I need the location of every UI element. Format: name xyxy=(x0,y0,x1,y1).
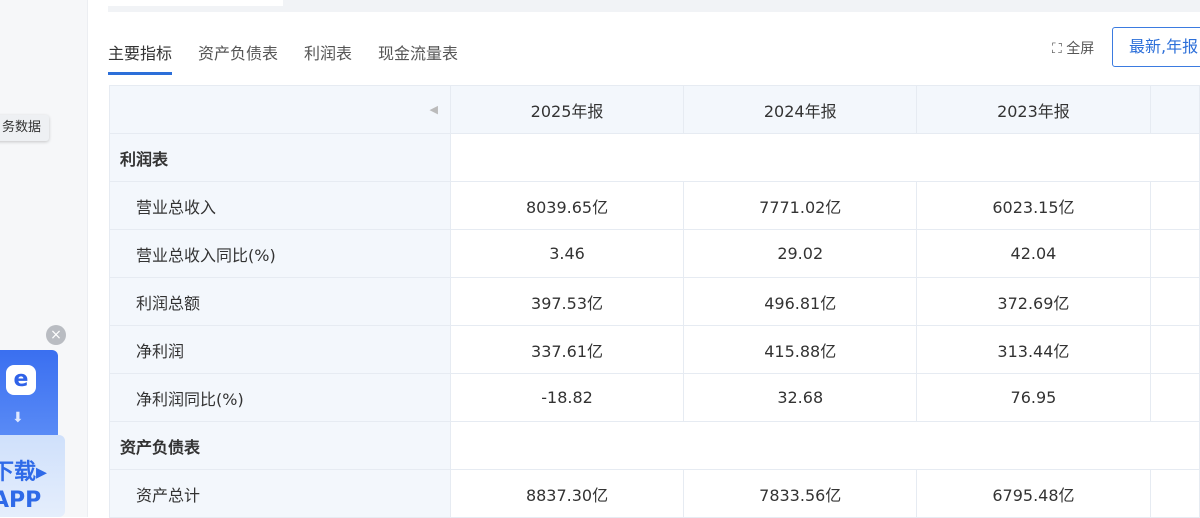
cell-value: 32.68 xyxy=(683,373,918,422)
cell-value xyxy=(1149,469,1200,518)
cell-value: -18.82 xyxy=(449,373,685,422)
cell-value: 415.88亿 xyxy=(683,325,918,374)
cell-value: 337.61亿 xyxy=(449,325,685,374)
table-header: ◀ 2025年报 2024年报 2023年报 xyxy=(109,85,1200,134)
section-label: 资产负债表 xyxy=(109,421,451,470)
cell-value: 29.02 xyxy=(683,229,918,278)
close-icon[interactable]: × xyxy=(46,325,66,345)
section-label: 利润表 xyxy=(109,133,451,182)
table-row: 营业总收入同比(%) 3.46 29.02 42.04 xyxy=(109,229,1200,278)
row-label: 净利润 xyxy=(109,325,451,374)
cell-value: 8039.65亿 xyxy=(449,181,685,230)
financial-table: ◀ 2025年报 2024年报 2023年报 利润表 营业总收入 8039.65亿 7771.… xyxy=(109,85,1200,518)
app-logo-icon: e xyxy=(6,365,36,395)
cell-value: 313.44亿 xyxy=(916,325,1151,374)
column-header: 2025年报 xyxy=(449,85,685,134)
column-header: 2023年报 xyxy=(916,85,1151,134)
collapse-icon[interactable]: ◀ xyxy=(109,85,451,134)
cell-value xyxy=(1149,181,1200,230)
tab-income-statement[interactable]: 利润表 xyxy=(304,44,353,63)
top-strip xyxy=(108,0,1200,12)
download-icon: ⬇ xyxy=(12,410,24,426)
download-label: 下载▸ xyxy=(0,460,48,485)
cell-value: 6023.15亿 xyxy=(916,181,1151,230)
cell-value xyxy=(1149,325,1200,374)
fullscreen-button[interactable]: ⛶ 全屏 xyxy=(1052,38,1094,58)
table-row: 资产总计 8837.30亿 7833.56亿 6795.48亿 xyxy=(109,469,1200,518)
tooltip: 务数据 xyxy=(0,115,50,141)
cell-value: 372.69亿 xyxy=(916,277,1151,326)
tab-cash-flow[interactable]: 现金流量表 xyxy=(378,44,459,63)
cell-value: 7833.56亿 xyxy=(683,469,918,518)
section-fill xyxy=(449,421,1200,470)
row-label: 净利润同比(%) xyxy=(109,373,451,422)
cell-value: 496.81亿 xyxy=(683,277,918,326)
section-row: 利润表 xyxy=(109,133,1200,182)
left-sidebar: 务数据 × e ⬇ 下载▸ APP xyxy=(0,0,88,517)
period-select[interactable]: 最新,年报 xyxy=(1112,27,1200,67)
cell-value: 42.04 xyxy=(916,229,1151,278)
table-row: 营业总收入 8039.65亿 7771.02亿 6023.15亿 xyxy=(109,181,1200,230)
section-row: 资产负债表 xyxy=(109,421,1200,470)
table-row: 净利润 337.61亿 415.88亿 313.44亿 xyxy=(109,325,1200,374)
cell-value xyxy=(1149,229,1200,278)
tab-balance-sheet[interactable]: 资产负债表 xyxy=(198,44,279,63)
column-header: 2024年报 xyxy=(683,85,918,134)
cell-value xyxy=(1149,277,1200,326)
tabs: 主要指标 资产负债表 利润表 现金流量表 xyxy=(108,40,458,75)
row-label: 营业总收入 xyxy=(109,181,451,230)
fullscreen-icon: ⛶ xyxy=(1052,41,1062,57)
app-download-banner[interactable]: e ⬇ xyxy=(0,350,58,440)
cell-value: 3.46 xyxy=(449,229,685,278)
fullscreen-label: 全屏 xyxy=(1066,41,1095,57)
table-row: 利润总额 397.53亿 496.81亿 372.69亿 xyxy=(109,277,1200,326)
cell-value xyxy=(1149,373,1200,422)
cell-value: 8837.30亿 xyxy=(449,469,685,518)
cell-value: 76.95 xyxy=(916,373,1151,422)
row-label: 资产总计 xyxy=(109,469,451,518)
column-header xyxy=(1149,85,1200,134)
row-label: 营业总收入同比(%) xyxy=(109,229,451,278)
table-row: 净利润同比(%) -18.82 32.68 76.95 xyxy=(109,373,1200,422)
app-download-button[interactable]: 下载▸ APP xyxy=(0,435,65,517)
app-label: APP xyxy=(0,488,42,513)
cell-value: 397.53亿 xyxy=(449,277,685,326)
cell-value: 6795.48亿 xyxy=(916,469,1151,518)
section-fill xyxy=(449,133,1200,182)
row-label: 利润总额 xyxy=(109,277,451,326)
cell-value: 7771.02亿 xyxy=(683,181,918,230)
tab-main-indicators[interactable]: 主要指标 xyxy=(108,40,173,75)
